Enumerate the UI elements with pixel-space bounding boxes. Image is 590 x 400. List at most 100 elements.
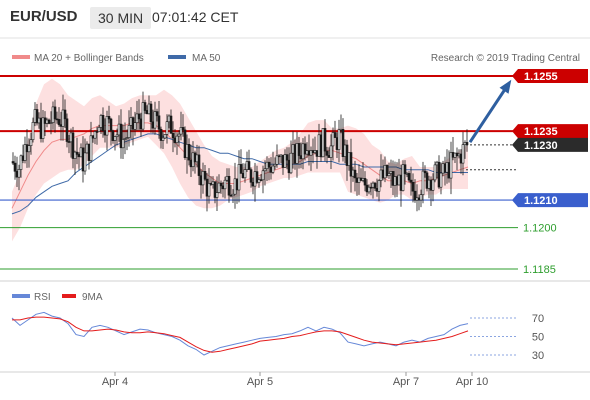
price-label-1.1200: 1.1200 (523, 223, 557, 235)
candle-body (57, 119, 61, 125)
candle-body (141, 102, 145, 130)
candle-body (131, 117, 135, 130)
candle-body (419, 194, 423, 201)
candle-body (191, 152, 195, 168)
price-label-1.1230-tag (512, 137, 588, 152)
candle-body (439, 172, 443, 188)
candle-body (407, 173, 411, 181)
candle-body (67, 141, 71, 143)
price-label-1.1210: 1.1210 (524, 195, 558, 207)
rsi-ma-legend-label: 9MA (82, 292, 103, 303)
candle-body (75, 151, 79, 155)
candle-body (173, 137, 177, 144)
candle-body (249, 169, 253, 183)
price-label-1.1255: 1.1255 (524, 71, 558, 83)
candle-body (135, 113, 139, 124)
candle-body (139, 118, 143, 130)
timeframe-button[interactable]: 30 MIN (90, 7, 152, 29)
candle-body (333, 132, 337, 138)
candle-body (247, 161, 251, 170)
date-label-apr4: Apr 4 (102, 376, 128, 388)
candle-body (99, 115, 103, 128)
candle-body (83, 152, 87, 172)
candle-body (215, 192, 219, 198)
candle-body (71, 132, 75, 159)
candle-body (119, 123, 123, 149)
candle-body (89, 135, 93, 161)
candle-body (245, 161, 249, 170)
candle-body (109, 118, 113, 132)
candle-body (157, 115, 161, 130)
forecast-arrow-head (499, 79, 512, 94)
candle-body (239, 164, 243, 174)
candle-body (167, 115, 171, 123)
candle-body (219, 182, 223, 187)
candle-body (153, 111, 157, 129)
candle-body (341, 129, 345, 158)
rsi-tick-70: 70 (532, 313, 544, 325)
candle-body (241, 173, 245, 179)
candle-body (117, 123, 121, 136)
candle-body (225, 176, 229, 181)
candle-body (35, 109, 39, 124)
candle-body (465, 142, 469, 146)
date-label-apr7: Apr 7 (393, 376, 419, 388)
date-label-apr5: Apr 5 (247, 376, 273, 388)
candle-body (123, 138, 127, 140)
candle-body (227, 176, 231, 196)
candle-body (95, 131, 99, 133)
rsi-ma-line (12, 316, 469, 353)
candle-body (171, 133, 175, 139)
timestamp: 07:01:42 CET (152, 9, 239, 25)
candle-body (237, 164, 241, 191)
candle-body (125, 137, 129, 139)
price-label-1.1255-tag (512, 69, 588, 83)
candle-body (385, 165, 389, 177)
rsi-legend-label: RSI (34, 292, 51, 303)
candle-body (217, 182, 221, 193)
candle-body (13, 162, 17, 172)
candle-body (87, 143, 91, 161)
rsi-line (11, 311, 469, 356)
candle-body (449, 152, 453, 179)
candle-body (127, 125, 131, 138)
candle-body (85, 143, 89, 154)
candle-body (255, 171, 259, 183)
bollinger-legend-label: MA 20 + Bollinger Bands (34, 53, 144, 64)
candle-body (373, 182, 377, 189)
candle-body (251, 182, 255, 187)
candle-body (421, 170, 425, 196)
candle-body (413, 190, 417, 201)
candle-body (409, 179, 413, 183)
candle-body (179, 127, 183, 135)
candle-body (263, 168, 267, 172)
rsi-plot (11, 311, 518, 356)
candle-body (97, 127, 101, 133)
candle-body (197, 154, 201, 176)
candle-body (285, 154, 289, 161)
candle-body (41, 117, 45, 139)
candle-body (367, 186, 371, 193)
candle-body (349, 152, 353, 177)
candle-body (79, 147, 83, 158)
candle-body (63, 109, 67, 120)
candle-body (69, 132, 73, 143)
candle-body (31, 122, 35, 141)
candle-body (137, 113, 141, 120)
candle-body (129, 117, 133, 126)
candle-body (193, 152, 197, 163)
candle-body (323, 128, 327, 152)
candle-body (161, 137, 165, 141)
candle-body (403, 164, 407, 174)
candle-body (189, 159, 193, 168)
candle-body (271, 165, 275, 173)
symbol-title: EUR/USD (10, 8, 78, 25)
candle-body (401, 164, 405, 191)
candle-body (289, 152, 293, 174)
bollinger-band-fill (12, 78, 468, 242)
candle-body (49, 122, 53, 124)
candle-body (155, 111, 159, 117)
candle-body (235, 178, 239, 191)
candle-body (73, 151, 77, 159)
